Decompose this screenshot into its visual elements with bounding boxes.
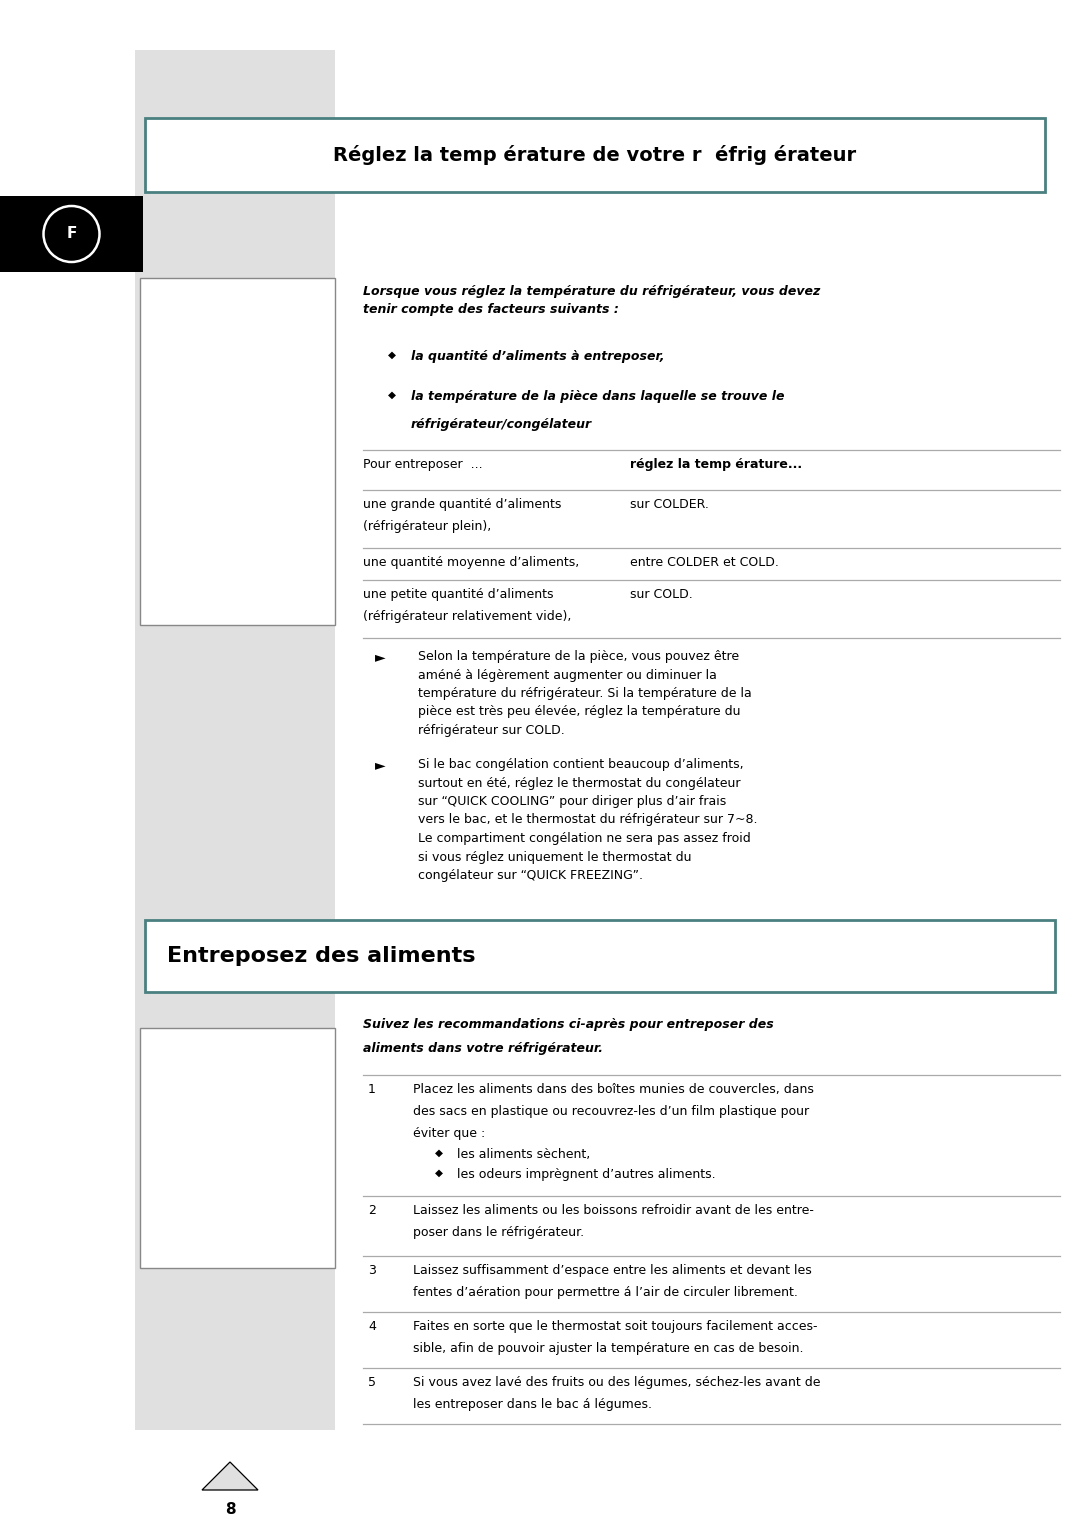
FancyBboxPatch shape (0, 196, 143, 272)
Text: éviter que :: éviter que : (413, 1128, 485, 1140)
FancyBboxPatch shape (135, 50, 335, 1430)
FancyBboxPatch shape (145, 118, 1045, 193)
Text: une petite quantité d’aliments: une petite quantité d’aliments (363, 588, 554, 601)
Text: sur COLDER.: sur COLDER. (630, 498, 708, 510)
Text: ◆: ◆ (435, 1148, 443, 1158)
Text: ◆: ◆ (435, 1167, 443, 1178)
Text: une quantité moyenne d’aliments,: une quantité moyenne d’aliments, (363, 556, 579, 568)
Text: Selon la température de la pièce, vous pouvez être
améné à légèrement augmenter : Selon la température de la pièce, vous p… (418, 649, 752, 736)
Text: Placez les aliments dans des boîtes munies de couvercles, dans: Placez les aliments dans des boîtes muni… (413, 1083, 814, 1096)
Text: Faites en sorte que le thermostat soit toujours facilement acces-: Faites en sorte que le thermostat soit t… (413, 1320, 818, 1332)
Text: réfrigérateur/congélateur: réfrigérateur/congélateur (411, 419, 592, 431)
Text: Si le bac congélation contient beaucoup d’aliments,
surtout en été, réglez le th: Si le bac congélation contient beaucoup … (418, 758, 757, 882)
Text: les aliments sèchent,: les aliments sèchent, (457, 1148, 591, 1161)
Text: réglez la temp érature...: réglez la temp érature... (630, 458, 802, 471)
Text: la température de la pièce dans laquelle se trouve le: la température de la pièce dans laquelle… (411, 390, 784, 403)
Text: les entreposer dans le bac á légumes.: les entreposer dans le bac á légumes. (413, 1398, 652, 1410)
FancyBboxPatch shape (140, 1028, 335, 1268)
Text: fentes d’aération pour permettre á l’air de circuler librement.: fentes d’aération pour permettre á l’air… (413, 1287, 798, 1299)
Text: ►: ► (375, 758, 386, 772)
Text: (réfrigérateur plein),: (réfrigérateur plein), (363, 520, 491, 533)
FancyBboxPatch shape (140, 278, 335, 625)
Text: F: F (66, 226, 77, 241)
Text: des sacs en plastique ou recouvrez-les d’un film plastique pour: des sacs en plastique ou recouvrez-les d… (413, 1105, 809, 1118)
Text: Pour entreposer  ...: Pour entreposer ... (363, 458, 483, 471)
Text: 2: 2 (368, 1204, 376, 1216)
Text: 1: 1 (368, 1083, 376, 1096)
Text: 4: 4 (368, 1320, 376, 1332)
Text: (réfrigérateur relativement vide),: (réfrigérateur relativement vide), (363, 610, 571, 623)
FancyBboxPatch shape (145, 920, 1055, 992)
Text: Lorsque vous réglez la température du réfrigérateur, vous devez
tenir compte des: Lorsque vous réglez la température du ré… (363, 286, 820, 316)
Text: 8: 8 (225, 1502, 235, 1517)
Text: sible, afin de pouvoir ajuster la température en cas de besoin.: sible, afin de pouvoir ajuster la tempér… (413, 1342, 804, 1355)
Text: Laissez suffisamment d’espace entre les aliments et devant les: Laissez suffisamment d’espace entre les … (413, 1264, 812, 1277)
Text: poser dans le réfrigérateur.: poser dans le réfrigérateur. (413, 1225, 584, 1239)
Text: Laissez les aliments ou les boissons refroidir avant de les entre-: Laissez les aliments ou les boissons ref… (413, 1204, 814, 1216)
Text: les odeurs imprègnent d’autres aliments.: les odeurs imprègnent d’autres aliments. (457, 1167, 716, 1181)
Text: ◆: ◆ (388, 390, 396, 400)
Polygon shape (202, 1462, 258, 1490)
Text: Réglez la temp érature de votre r  éfrig érateur: Réglez la temp érature de votre r éfrig … (334, 145, 856, 165)
Text: Si vous avez lavé des fruits ou des légumes, séchez-les avant de: Si vous avez lavé des fruits ou des légu… (413, 1377, 821, 1389)
Text: ◆: ◆ (388, 350, 396, 361)
Text: la quantité d’aliments à entreposer,: la quantité d’aliments à entreposer, (411, 350, 664, 364)
Text: une grande quantité d’aliments: une grande quantité d’aliments (363, 498, 562, 510)
Text: aliments dans votre réfrigérateur.: aliments dans votre réfrigérateur. (363, 1042, 603, 1054)
Text: entre COLDER et COLD.: entre COLDER et COLD. (630, 556, 779, 568)
Text: 3: 3 (368, 1264, 376, 1277)
Text: Entreposez des aliments: Entreposez des aliments (167, 946, 475, 966)
Text: Suivez les recommandations ci-après pour entreposer des: Suivez les recommandations ci-après pour… (363, 1018, 773, 1031)
Text: sur COLD.: sur COLD. (630, 588, 692, 601)
Text: 5: 5 (368, 1377, 376, 1389)
Text: ►: ► (375, 649, 386, 665)
